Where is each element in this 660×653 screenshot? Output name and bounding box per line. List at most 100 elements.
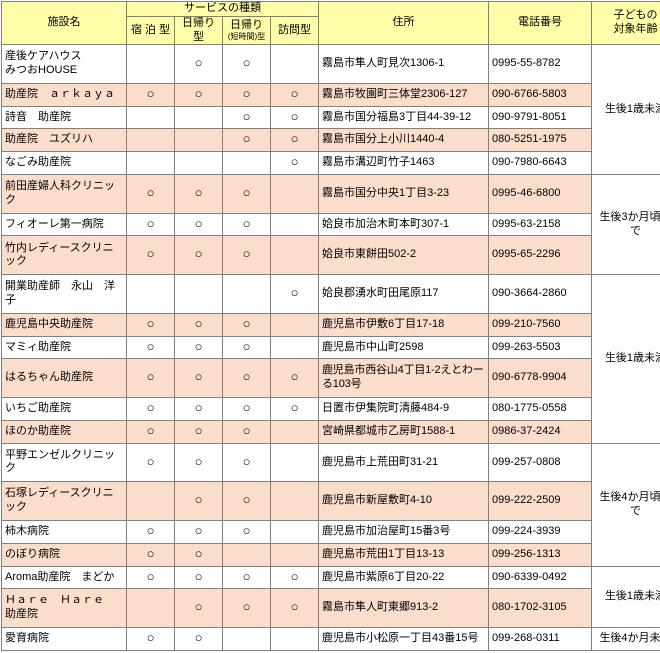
- address-cell: 姶良市東餅田502-2: [319, 236, 489, 275]
- service-visit-cell: ○: [271, 589, 319, 628]
- facility-name-cell: 平野エンゼルクリニック: [2, 443, 127, 482]
- service-overnight-cell: [127, 152, 175, 175]
- circle-mark-icon: ○: [195, 546, 203, 561]
- service-daytrip-cell: ○: [175, 521, 223, 544]
- child-age-cell: 生後4か月未満: [592, 628, 660, 651]
- circle-mark-icon: ○: [147, 569, 155, 584]
- service-overnight-cell: ○: [127, 566, 175, 589]
- circle-mark-icon: ○: [243, 569, 251, 584]
- phone-cell: 0995-63-2158: [489, 213, 592, 236]
- circle-mark-icon: ○: [195, 569, 203, 584]
- service-daytrip-cell: ○: [175, 543, 223, 566]
- circle-mark-icon: ○: [243, 216, 251, 231]
- service-daytrip-short-cell: ○: [223, 420, 271, 443]
- circle-mark-icon: ○: [243, 492, 251, 507]
- service-overnight-cell: ○: [127, 521, 175, 544]
- circle-mark-icon: ○: [291, 154, 299, 169]
- circle-mark-icon: ○: [147, 423, 155, 438]
- service-visit-cell: ○: [271, 566, 319, 589]
- address-cell: 姶良郡湧水町田尾原117: [319, 275, 489, 314]
- circle-mark-icon: ○: [291, 86, 299, 101]
- service-daytrip-short-cell: ○: [223, 566, 271, 589]
- facility-name-cell: 柿木病院: [2, 521, 127, 544]
- phone-cell: 099-268-0311: [489, 628, 592, 651]
- header-facility-name: 施設名: [2, 2, 127, 45]
- facility-name-cell: なごみ助産院: [2, 152, 127, 175]
- phone-cell: 0995-46-6800: [489, 174, 592, 213]
- address-cell: 霧島市隼人町東郷913-2: [319, 589, 489, 628]
- service-daytrip-cell: ○: [175, 336, 223, 359]
- child-age-cell: 生後3か月頃まで: [592, 174, 660, 274]
- service-overnight-cell: ○: [127, 83, 175, 106]
- phone-cell: 099-222-2509: [489, 482, 592, 521]
- header-service-daytrip: 日帰り型: [175, 16, 223, 45]
- service-daytrip-short-cell: ○: [223, 359, 271, 398]
- phone-cell: 099-224-3939: [489, 521, 592, 544]
- phone-cell: 0995-55-8782: [489, 45, 592, 84]
- table-header: 施設名 サービスの種類 住所 電話番号 子どもの 対象年齢 宿 泊 型 日帰り型…: [2, 2, 660, 45]
- service-daytrip-cell: ○: [175, 359, 223, 398]
- phone-cell: 099-257-0808: [489, 443, 592, 482]
- facility-name-cell: 助産院 ユズリハ: [2, 129, 127, 152]
- phone-cell: 099-210-7560: [489, 313, 592, 336]
- service-visit-cell: [271, 420, 319, 443]
- circle-mark-icon: ○: [195, 523, 203, 538]
- address-cell: 鹿児島市西谷山4丁目1-2えとわーる103号: [319, 359, 489, 398]
- service-visit-cell: ○: [271, 83, 319, 106]
- facility-name-cell: 竹内レディースクリニック: [2, 236, 127, 275]
- service-daytrip-cell: ○: [175, 443, 223, 482]
- service-visit-cell: ○: [271, 398, 319, 421]
- circle-mark-icon: ○: [291, 109, 299, 124]
- facility-name-cell: のぼり病院: [2, 543, 127, 566]
- facility-name-cell: はるちゃん助産院: [2, 359, 127, 398]
- service-overnight-cell: ○: [127, 336, 175, 359]
- circle-mark-icon: ○: [195, 599, 203, 614]
- phone-cell: 080-1702-3105: [489, 589, 592, 628]
- child-age-cell: 生後1歳未満: [592, 45, 660, 175]
- service-visit-cell: [271, 443, 319, 482]
- address-cell: 霧島市国分中央1丁目3-23: [319, 174, 489, 213]
- service-daytrip-cell: ○: [175, 174, 223, 213]
- service-overnight-cell: [127, 129, 175, 152]
- circle-mark-icon: ○: [147, 339, 155, 354]
- service-visit-cell: ○: [271, 106, 319, 129]
- service-daytrip-cell: [175, 129, 223, 152]
- phone-cell: 090-6766-5803: [489, 83, 592, 106]
- service-overnight-cell: ○: [127, 628, 175, 651]
- circle-mark-icon: ○: [195, 185, 203, 200]
- service-overnight-cell: [127, 482, 175, 521]
- circle-mark-icon: ○: [243, 369, 251, 384]
- service-overnight-cell: ○: [127, 174, 175, 213]
- phone-cell: 080-1775-0558: [489, 398, 592, 421]
- phone-cell: 099-263-5503: [489, 336, 592, 359]
- circle-mark-icon: ○: [243, 523, 251, 538]
- service-daytrip-short-cell: ○: [223, 398, 271, 421]
- service-daytrip-cell: ○: [175, 482, 223, 521]
- service-daytrip-short-cell: ○: [223, 336, 271, 359]
- address-cell: 鹿児島市小松原一丁目43番15号: [319, 628, 489, 651]
- service-daytrip-cell: ○: [175, 566, 223, 589]
- facility-name-cell: 鹿児島中央助産院: [2, 313, 127, 336]
- header-phone: 電話番号: [489, 2, 592, 45]
- address-cell: 宮崎県都城市乙房町1588-1: [319, 420, 489, 443]
- service-visit-cell: ○: [271, 152, 319, 175]
- service-visit-cell: [271, 543, 319, 566]
- circle-mark-icon: ○: [147, 400, 155, 415]
- circle-mark-icon: ○: [147, 454, 155, 469]
- phone-cell: 080-5251-1975: [489, 129, 592, 152]
- circle-mark-icon: ○: [147, 546, 155, 561]
- service-daytrip-short-cell: ○: [223, 589, 271, 628]
- service-daytrip-cell: ○: [175, 398, 223, 421]
- service-daytrip-cell: [175, 106, 223, 129]
- service-overnight-cell: [127, 589, 175, 628]
